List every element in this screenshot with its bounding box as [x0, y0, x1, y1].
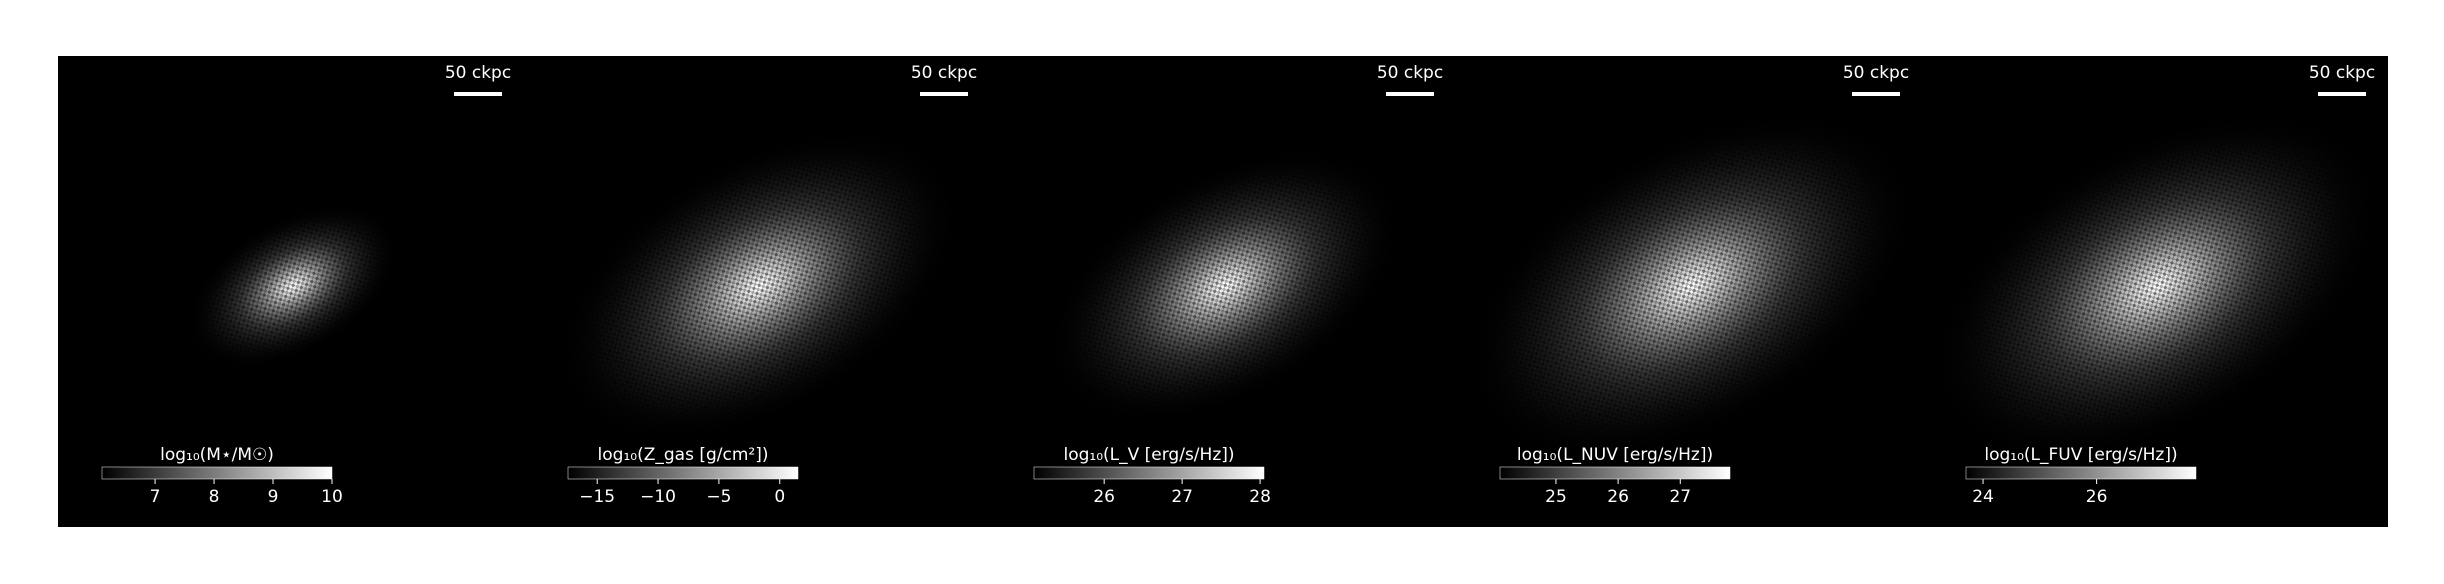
- colorbar-tick-label: 9: [268, 487, 279, 507]
- scale-bar-label: 50 ckpc: [2309, 63, 2375, 83]
- colorbar: [1499, 466, 1731, 480]
- galaxy-texture: [557, 129, 961, 443]
- colorbar: [1965, 466, 2197, 480]
- colorbar-tick-label: 25: [1545, 487, 1567, 507]
- colorbar-tick-label: 28: [1249, 487, 1271, 507]
- colorbar: [1033, 466, 1265, 480]
- colorbar-tick-label: 10: [321, 487, 343, 507]
- colorbar: [567, 466, 799, 480]
- scale-bar-label: 50 ckpc: [911, 63, 977, 83]
- colorbar-tick-label: −10: [640, 487, 676, 507]
- colorbar-tick-label: 26: [1093, 487, 1115, 507]
- colorbar-tick-label: 7: [150, 487, 161, 507]
- colorbar-tick-label: −15: [579, 487, 615, 507]
- galaxy-texture: [186, 203, 400, 369]
- colorbar-tick-label: 24: [1972, 487, 1994, 507]
- colorbar-tick-label: −5: [706, 487, 731, 507]
- galaxy-texture: [1465, 111, 1917, 461]
- colorbar: [101, 466, 333, 480]
- panel: 50 ckpc log₁₀(L_V [erg/s/Hz]) 26 27 28: [990, 56, 1456, 527]
- galaxy-texture: [1047, 148, 1403, 424]
- colorbar-label: log₁₀(L_NUV [erg/s/Hz]): [1517, 445, 1713, 465]
- scale-bar-label: 50 ckpc: [1843, 63, 1909, 83]
- colorbar-tick-label: 0: [774, 487, 785, 507]
- colorbar-label: log₁₀(L_V [erg/s/Hz]): [1063, 445, 1234, 465]
- panel: 50 ckpc log₁₀(L_FUV [erg/s/Hz]) 24 26: [1922, 56, 2388, 527]
- colorbar-tick-label: 26: [1607, 487, 1629, 507]
- panel: 50 ckpc log₁₀(M⋆/M☉) 7 8 9 10: [58, 56, 524, 527]
- colorbar-label: log₁₀(M⋆/M☉): [160, 445, 274, 465]
- colorbar-tick-label: 27: [1171, 487, 1193, 507]
- colorbar-tick-label: 27: [1669, 487, 1691, 507]
- colorbar-tick-label: 26: [2086, 487, 2108, 507]
- galaxy-texture: [1931, 111, 2383, 461]
- colorbar-tick-label: 8: [209, 487, 220, 507]
- scale-bar-label: 50 ckpc: [1377, 63, 1443, 83]
- colorbar-label: log₁₀(L_FUV [erg/s/Hz]): [1984, 445, 2177, 465]
- scale-bar-label: 50 ckpc: [445, 63, 511, 83]
- colorbar-label: log₁₀(Z_gas [g/cm²]): [598, 445, 769, 465]
- panel: 50 ckpc log₁₀(L_NUV [erg/s/Hz]) 25 26 27: [1456, 56, 1922, 527]
- panel: 50 ckpc log₁₀(Z_gas [g/cm²]) −15 −10 −5 0: [524, 56, 990, 527]
